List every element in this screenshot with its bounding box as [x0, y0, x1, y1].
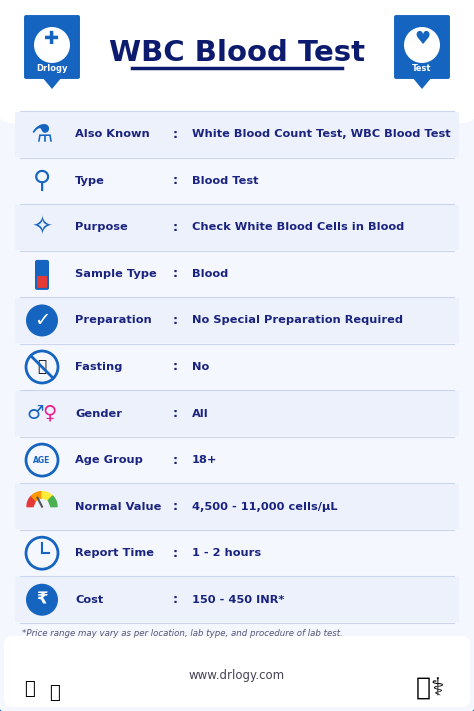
FancyBboxPatch shape	[4, 636, 470, 707]
Text: :: :	[173, 593, 177, 606]
Text: Normal Value: Normal Value	[75, 502, 161, 512]
Text: No Special Preparation Required: No Special Preparation Required	[192, 316, 403, 326]
Text: ⚗: ⚗	[31, 122, 53, 146]
Text: Preparation: Preparation	[75, 316, 152, 326]
Text: ₹: ₹	[36, 591, 48, 609]
FancyBboxPatch shape	[35, 260, 49, 290]
FancyBboxPatch shape	[15, 159, 459, 203]
Text: Blood Test: Blood Test	[192, 176, 258, 186]
Circle shape	[26, 584, 58, 616]
Text: 🧑‍⚕️: 🧑‍⚕️	[416, 677, 444, 701]
Text: Sample Type: Sample Type	[75, 269, 157, 279]
Text: AGE: AGE	[33, 456, 51, 464]
FancyBboxPatch shape	[15, 577, 459, 622]
Polygon shape	[42, 491, 53, 501]
Text: ♂: ♂	[26, 404, 44, 423]
Text: Check White Blood Cells in Blood: Check White Blood Cells in Blood	[192, 223, 404, 232]
Text: Age Group: Age Group	[75, 455, 143, 465]
Text: :: :	[173, 547, 177, 560]
Text: 150 - 450 INR*: 150 - 450 INR*	[192, 594, 284, 605]
Text: 🩸: 🩸	[25, 680, 36, 698]
Polygon shape	[412, 77, 432, 89]
FancyBboxPatch shape	[37, 276, 47, 288]
Text: ♀: ♀	[42, 404, 56, 423]
FancyBboxPatch shape	[15, 252, 459, 296]
Polygon shape	[31, 491, 42, 501]
FancyBboxPatch shape	[15, 531, 459, 575]
FancyBboxPatch shape	[15, 205, 459, 250]
Polygon shape	[27, 496, 36, 507]
Text: Report Time: Report Time	[75, 548, 154, 558]
FancyBboxPatch shape	[15, 298, 459, 343]
Text: :: :	[173, 314, 177, 327]
FancyBboxPatch shape	[15, 438, 459, 482]
Text: ⚲: ⚲	[33, 169, 51, 193]
Text: Test: Test	[412, 64, 432, 73]
Text: :: :	[173, 407, 177, 420]
Text: 💉: 💉	[50, 684, 60, 702]
Text: ✧: ✧	[31, 215, 53, 240]
FancyBboxPatch shape	[15, 112, 459, 156]
Text: 4,500 - 11,000 cells/μL: 4,500 - 11,000 cells/μL	[192, 502, 337, 512]
Text: ✚: ✚	[45, 30, 60, 48]
Polygon shape	[48, 496, 57, 507]
FancyBboxPatch shape	[0, 0, 474, 123]
Text: ♥: ♥	[414, 30, 430, 48]
Text: 🍴: 🍴	[37, 360, 46, 375]
FancyBboxPatch shape	[12, 643, 462, 673]
Circle shape	[34, 27, 70, 63]
Text: *Price range may vary as per location, lab type, and procedure of lab test.: *Price range may vary as per location, l…	[22, 629, 343, 638]
Text: Also Known: Also Known	[75, 129, 150, 139]
Text: Cost: Cost	[75, 594, 103, 605]
Text: No: No	[192, 362, 209, 372]
Text: 18+: 18+	[192, 455, 218, 465]
Text: :: :	[173, 454, 177, 466]
Text: Drlogy: Drlogy	[36, 64, 68, 73]
Text: Fasting: Fasting	[75, 362, 122, 372]
Text: :: :	[173, 174, 177, 187]
Text: :: :	[173, 267, 177, 280]
FancyBboxPatch shape	[393, 14, 451, 80]
Text: :: :	[173, 128, 177, 141]
Text: :: :	[173, 360, 177, 373]
FancyBboxPatch shape	[15, 484, 459, 529]
Text: WBC Blood Test: WBC Blood Test	[109, 39, 365, 67]
FancyBboxPatch shape	[15, 345, 459, 390]
Text: :: :	[173, 221, 177, 234]
Text: :: :	[173, 500, 177, 513]
Text: White Blood Count Test, WBC Blood Test: White Blood Count Test, WBC Blood Test	[192, 129, 451, 139]
Polygon shape	[42, 77, 62, 89]
Text: 1 - 2 hours: 1 - 2 hours	[192, 548, 261, 558]
FancyBboxPatch shape	[12, 78, 462, 108]
Circle shape	[26, 304, 58, 336]
Text: Gender: Gender	[75, 409, 122, 419]
Circle shape	[404, 27, 440, 63]
Text: Type: Type	[75, 176, 105, 186]
Text: Blood: Blood	[192, 269, 228, 279]
Text: ✓: ✓	[34, 311, 50, 330]
Text: All: All	[192, 409, 209, 419]
FancyBboxPatch shape	[23, 14, 81, 80]
FancyBboxPatch shape	[15, 391, 459, 436]
Text: Purpose: Purpose	[75, 223, 128, 232]
Text: www.drlogy.com: www.drlogy.com	[189, 670, 285, 683]
